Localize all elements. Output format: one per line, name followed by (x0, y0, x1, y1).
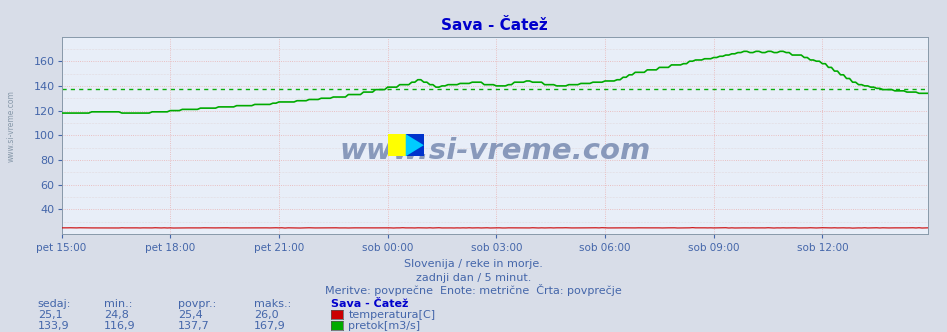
Text: sedaj:: sedaj: (38, 299, 71, 309)
Text: pretok[m3/s]: pretok[m3/s] (348, 321, 420, 331)
Text: www.si-vreme.com: www.si-vreme.com (7, 90, 16, 162)
Bar (405, 134, 424, 156)
Text: 133,9: 133,9 (38, 321, 69, 331)
Text: 24,8: 24,8 (104, 310, 129, 320)
Text: 167,9: 167,9 (254, 321, 286, 331)
Title: Sava - Čatež: Sava - Čatež (441, 18, 548, 33)
Text: zadnji dan / 5 minut.: zadnji dan / 5 minut. (416, 273, 531, 283)
Text: maks.:: maks.: (254, 299, 291, 309)
Text: Meritve: povprečne  Enote: metrične  Črta: povprečje: Meritve: povprečne Enote: metrične Črta:… (325, 284, 622, 296)
Text: 137,7: 137,7 (178, 321, 210, 331)
Text: 116,9: 116,9 (104, 321, 135, 331)
Text: www.si-vreme.com: www.si-vreme.com (339, 137, 651, 165)
Text: 26,0: 26,0 (254, 310, 278, 320)
Polygon shape (405, 134, 424, 156)
Bar (387, 134, 405, 156)
Text: povpr.:: povpr.: (178, 299, 216, 309)
Text: min.:: min.: (104, 299, 133, 309)
Text: Sava - Čatež: Sava - Čatež (331, 299, 409, 309)
Text: Slovenija / reke in morje.: Slovenija / reke in morje. (404, 259, 543, 269)
Text: 25,1: 25,1 (38, 310, 63, 320)
Text: temperatura[C]: temperatura[C] (348, 310, 436, 320)
Text: 25,4: 25,4 (178, 310, 203, 320)
